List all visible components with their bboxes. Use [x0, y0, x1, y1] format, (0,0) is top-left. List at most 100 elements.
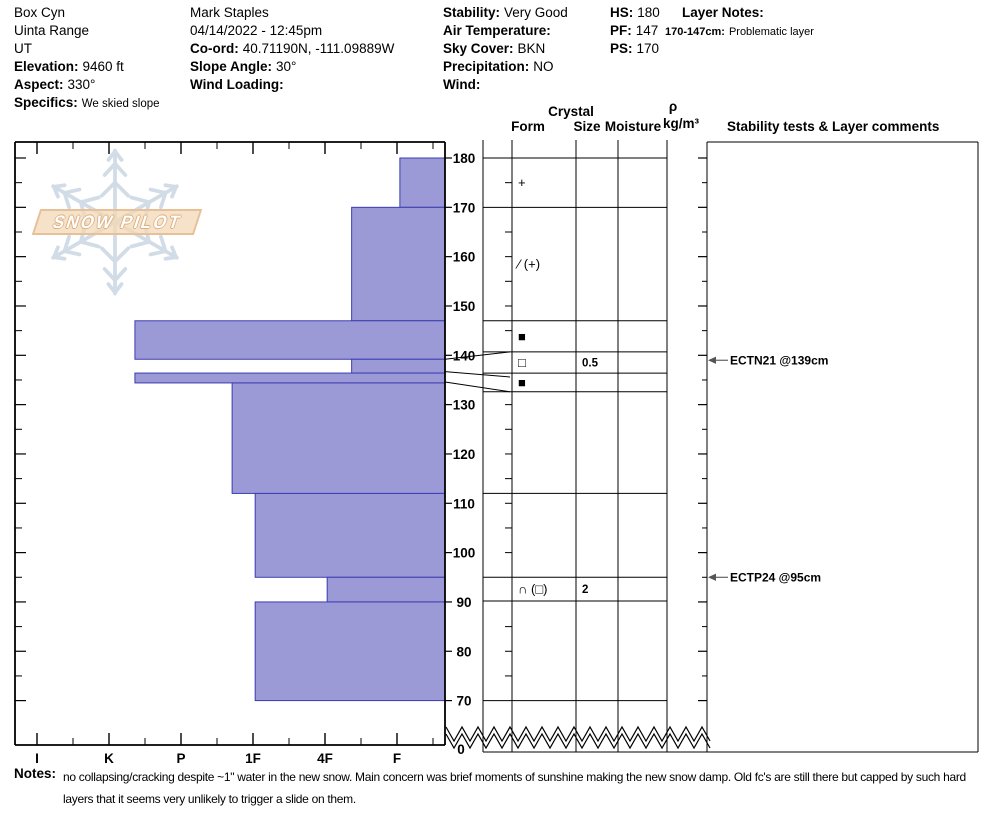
- hardness-label: 1F: [245, 751, 261, 766]
- snow-layer-bar: [231, 382, 446, 494]
- ect-arrow-head: [708, 573, 716, 581]
- depth-label: 180: [453, 151, 476, 166]
- layer-funnel-line: [444, 381, 511, 393]
- site-state-text: UT: [14, 41, 32, 56]
- coord-label: Co-ord:: [190, 41, 239, 56]
- hardness-label: K: [104, 751, 114, 766]
- air-temp-label: Air Temperature:: [443, 23, 551, 38]
- coord-value: 40.71190N, -111.09889W: [242, 41, 395, 56]
- grain-form-symbol: ■: [518, 329, 526, 344]
- elevation-row: Elevation: 9460 ft: [14, 58, 160, 76]
- pf-label: PF:: [610, 23, 632, 38]
- form-header: Form: [511, 119, 545, 134]
- snow-layer-bar: [351, 206, 446, 322]
- depth-label: 160: [453, 250, 476, 265]
- stability-test-label: ECTP24 @95cm: [730, 570, 821, 584]
- density-unit-header: kg/m³: [662, 116, 699, 131]
- site-state: UT: [14, 40, 160, 58]
- layer-notes-range: 170-147cm:: [665, 26, 725, 38]
- layer-notes-label: Layer Notes:: [682, 5, 764, 20]
- snowflake-icon: [51, 148, 179, 296]
- grain-size-value: 2: [582, 584, 588, 596]
- datetime-row: 04/14/2022 - 12:45pm: [190, 22, 394, 40]
- snow-layer-bar: [254, 601, 446, 702]
- site-range-text: Uinta Range: [14, 23, 90, 38]
- depth-label: 70: [456, 694, 471, 709]
- stability-label: Stability:: [443, 5, 501, 20]
- notes-block: Notes: no collapsing/cracking despite ~1…: [14, 766, 975, 810]
- layer-notes-title-row: Layer Notes:: [665, 4, 814, 22]
- slope-angle-label: Slope Angle:: [190, 59, 273, 74]
- datetime-value: 04/14/2022 - 12:45pm: [190, 23, 323, 38]
- wind-row: Wind:: [443, 76, 568, 94]
- notes-text: no collapsing/cracking despite ~1" water…: [63, 770, 966, 806]
- hardness-label: I: [35, 751, 39, 766]
- elevation-value: 9460 ft: [82, 59, 124, 74]
- depth-label: 80: [456, 644, 471, 659]
- depth-scale-break-zigzag: [445, 725, 711, 743]
- depth-label: 110: [453, 496, 475, 511]
- specifics-label: Specifics:: [14, 95, 78, 110]
- sky-cover-label: Sky Cover:: [443, 41, 514, 56]
- grain-form-symbol: ■: [518, 375, 526, 390]
- layer-funnel-line: [444, 371, 511, 378]
- hs-value: 180: [637, 5, 660, 20]
- sky-cover-value: BKN: [517, 41, 546, 56]
- precip-label: Precipitation:: [443, 59, 530, 74]
- precip-row: Precipitation: NO: [443, 58, 568, 76]
- notes-label: Notes:: [14, 766, 57, 781]
- wind-loading-row: Wind Loading:: [190, 76, 394, 94]
- layer-funnel-line: [444, 351, 511, 360]
- observation-block: Mark Staples 04/14/2022 - 12:45pm Co-ord…: [190, 4, 394, 94]
- grain-form-symbol: +: [518, 175, 526, 190]
- depth-zero-label: 0: [457, 742, 465, 757]
- elevation-label: Elevation:: [14, 59, 79, 74]
- ps-row: PS: 170: [610, 40, 660, 58]
- depth-label: 140: [453, 348, 476, 363]
- pf-row: PF: 147: [610, 22, 660, 40]
- grain-size-value: 0.5: [582, 357, 599, 369]
- grain-form-symbol: ∩ (□): [518, 582, 547, 597]
- air-temp-row: Air Temperature:: [443, 22, 568, 40]
- snow-layer-bar: [399, 157, 446, 208]
- depth-label: 130: [453, 398, 476, 413]
- hardness-label: P: [176, 751, 185, 766]
- grain-form-symbol: ∕ (+): [515, 257, 540, 272]
- slope-angle-value: 30°: [276, 59, 297, 74]
- layer-notes-block: Layer Notes: 170-147cm: Problematic layer: [665, 4, 814, 40]
- observer-name: Mark Staples: [190, 5, 269, 20]
- size-header: Size: [573, 119, 601, 134]
- stability-tests-header: Stability tests & Layer comments: [727, 119, 940, 134]
- depth-label: 150: [453, 299, 476, 314]
- site-name-text: Box Cyn: [14, 5, 66, 20]
- specifics-value: We skied slope: [81, 98, 160, 110]
- hardness-label: 4F: [317, 751, 333, 766]
- depth-label: 170: [453, 200, 476, 215]
- ps-label: PS:: [610, 41, 633, 56]
- snow-layer-bar: [134, 320, 446, 360]
- aspect-value: 330°: [67, 77, 96, 92]
- layer-notes-text: Problematic layer: [728, 26, 814, 38]
- depth-scale-break-zigzag: [445, 732, 711, 750]
- depth-label: 90: [456, 595, 471, 610]
- ect-arrow-head: [708, 356, 716, 364]
- depth-label: 120: [453, 447, 476, 462]
- grain-form-symbol: □: [518, 355, 526, 370]
- aspect-row: Aspect: 330°: [14, 76, 160, 94]
- stability-row: Stability: Very Good: [443, 4, 568, 22]
- site-range: Uinta Range: [14, 22, 160, 40]
- snow-layer-bar: [326, 576, 446, 603]
- sky-cover-row: Sky Cover: BKN: [443, 40, 568, 58]
- aspect-label: Aspect:: [14, 77, 64, 92]
- pf-value: 147: [635, 23, 659, 38]
- site-name: Box Cyn: [14, 4, 160, 22]
- hs-label: HS:: [610, 5, 634, 20]
- specifics-row: Specifics: We skied slope: [14, 94, 160, 112]
- snowpack-block: HS: 180 PF: 147 PS: 170: [610, 4, 660, 58]
- observer-row: Mark Staples: [190, 4, 394, 22]
- conditions-block: Stability: Very Good Air Temperature: Sky…: [443, 4, 568, 94]
- wind-label: Wind:: [443, 77, 481, 92]
- precip-value: NO: [533, 59, 554, 74]
